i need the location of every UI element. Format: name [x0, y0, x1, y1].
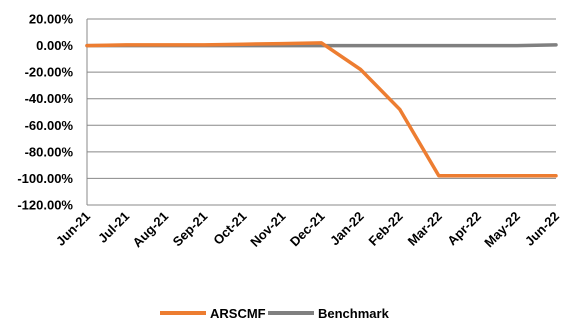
x-tick-label: Apr-22	[444, 209, 484, 249]
x-tick-label: Dec-21	[287, 209, 328, 250]
y-tick-label: -40.00%	[25, 91, 74, 106]
x-tick-label: Sep-21	[170, 209, 211, 250]
x-tick-label: Jan-22	[327, 209, 367, 249]
x-tick-label: May-22	[481, 209, 523, 251]
x-tick-label: Feb-22	[366, 209, 406, 249]
y-axis-tick-labels: 20.00% 0.00% -20.00% -40.00% -60.00% -80.00% -…	[17, 12, 73, 213]
x-tick-label: Jun-21	[53, 209, 93, 249]
legend-label-benchmark: Benchmark	[318, 306, 390, 321]
y-tick-label: -80.00%	[25, 144, 74, 159]
y-tick-label: -60.00%	[25, 118, 74, 133]
y-tick-label: -120.00%	[17, 198, 73, 213]
x-tick-label: Jul-21	[95, 209, 132, 246]
y-tick-label: 0.00%	[36, 38, 73, 53]
series-line-arscmf	[85, 41, 558, 178]
x-tick-label: Nov-21	[247, 209, 288, 250]
legend: ARSCMF Benchmark	[160, 306, 390, 321]
y-tick-label: 20.00%	[29, 12, 74, 27]
y-tick-label: -100.00%	[17, 171, 73, 186]
x-tick-label: Aug-21	[130, 209, 172, 251]
series-layer	[85, 41, 558, 178]
y-tick-label: -20.00%	[25, 65, 74, 80]
x-tick-label: Oct-21	[210, 209, 249, 248]
x-tick-label: Jun-22	[522, 209, 562, 249]
legend-label-arscmf: ARSCMF	[210, 306, 266, 321]
x-tick-label: Mar-22	[405, 209, 445, 249]
